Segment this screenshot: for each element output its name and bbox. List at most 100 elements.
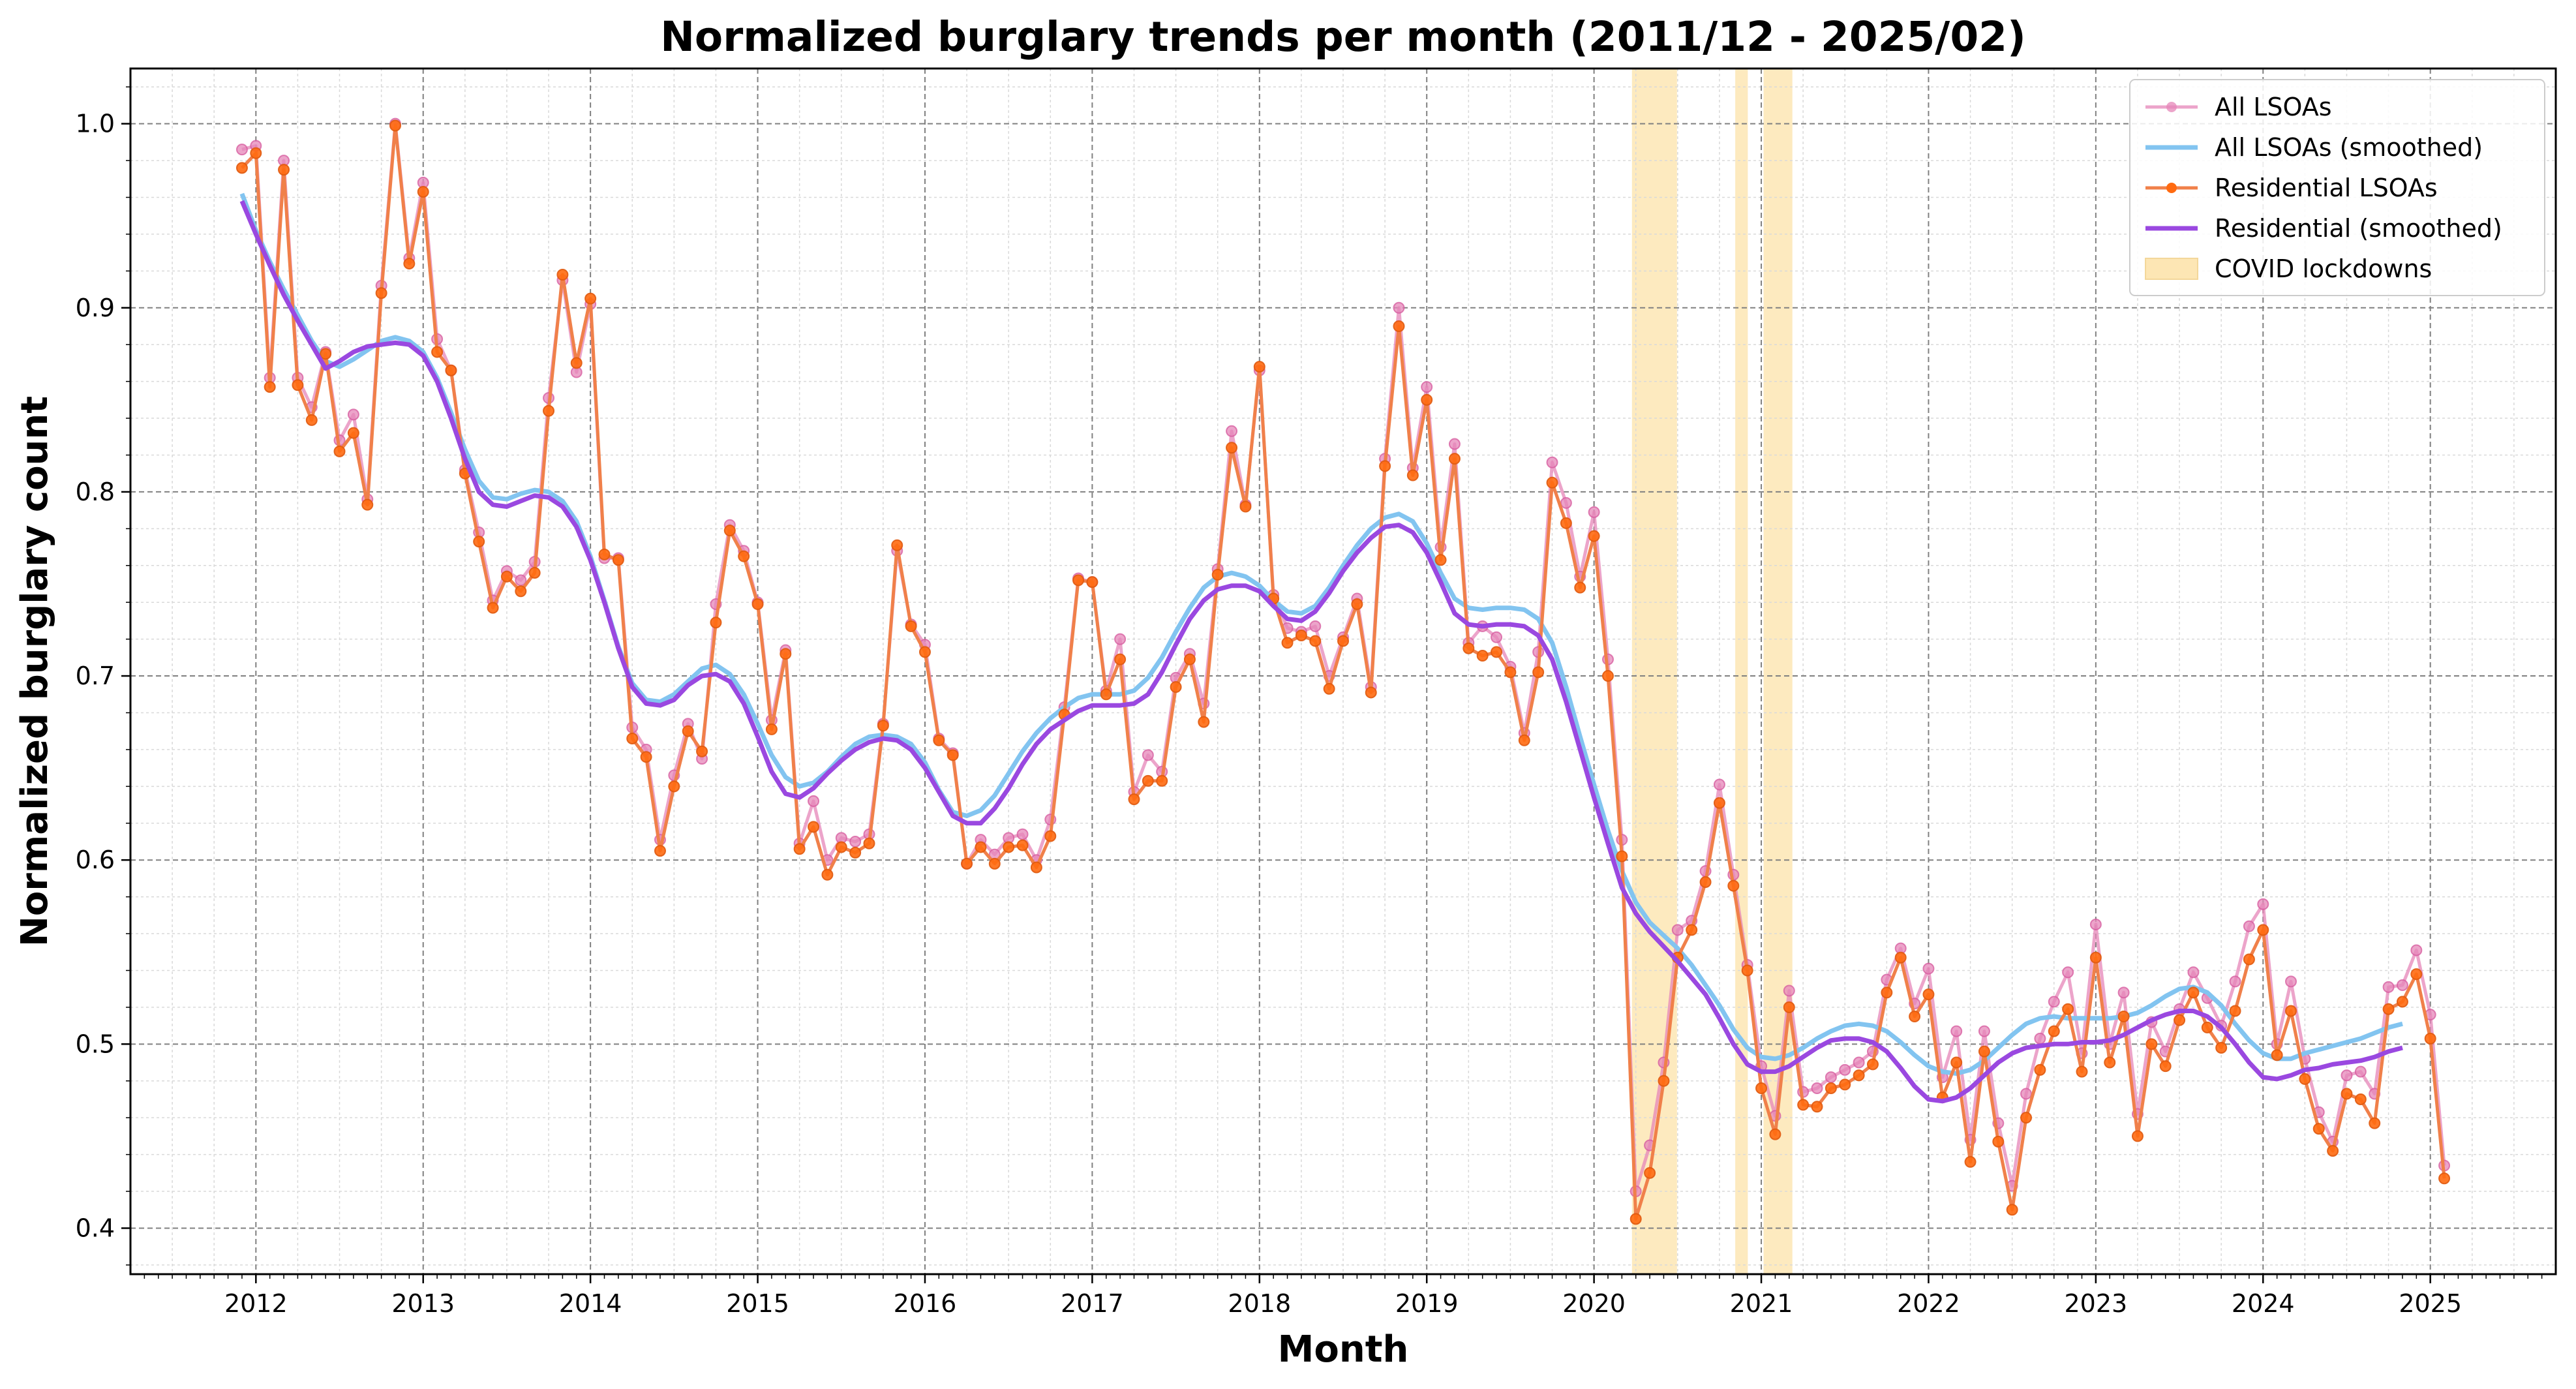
series-residential-lsoas-point bbox=[2382, 1003, 2395, 1015]
x-tick-label: 2015 bbox=[726, 1289, 789, 1318]
series-residential-lsoas-point bbox=[835, 841, 847, 853]
series-residential-lsoas-point bbox=[1170, 680, 1182, 693]
series-all-lsoas-point bbox=[1671, 924, 1684, 936]
series-residential-lsoas-point bbox=[1992, 1135, 2005, 1148]
series-residential-lsoas-point bbox=[264, 381, 276, 393]
series-residential-lsoas-point bbox=[1853, 1069, 1865, 1082]
series-residential-lsoas-point bbox=[1588, 530, 1600, 542]
series-residential-lsoas-point bbox=[584, 292, 597, 305]
series-residential-lsoas-point bbox=[2354, 1093, 2367, 1105]
series-all-lsoas-point bbox=[1546, 456, 1558, 468]
series-residential-lsoas-point bbox=[780, 648, 792, 660]
series-residential-lsoas-point bbox=[1713, 797, 1725, 809]
series-residential-lsoas-point bbox=[626, 732, 639, 744]
series-residential-lsoas-point bbox=[1755, 1082, 1768, 1095]
series-residential-lsoas-point bbox=[2187, 986, 2200, 999]
series-all-lsoas-point bbox=[1825, 1071, 1837, 1084]
series-all-lsoas-point bbox=[1811, 1082, 1823, 1095]
series-all-lsoas-point bbox=[2410, 944, 2423, 956]
series-all-lsoas-point bbox=[235, 144, 248, 156]
series-residential-lsoas-point bbox=[1128, 793, 1140, 806]
series-residential-lsoas-point bbox=[2369, 1117, 2381, 1129]
series-residential-lsoas-point bbox=[1281, 637, 1294, 649]
series-residential-lsoas-point bbox=[2396, 996, 2408, 1008]
series-residential-lsoas-point bbox=[543, 404, 555, 417]
series-residential-lsoas-point bbox=[1950, 1056, 1963, 1069]
series-residential-lsoas-point bbox=[654, 845, 666, 857]
series-all-lsoas-point bbox=[2020, 1088, 2033, 1100]
series-residential-lsoas-point bbox=[2089, 951, 2102, 964]
series-residential-lsoas-point bbox=[528, 567, 541, 579]
series-residential-lsoas-point bbox=[793, 843, 806, 855]
series-residential-lsoas-point bbox=[612, 554, 624, 566]
series-residential-lsoas-point bbox=[863, 837, 875, 849]
series-all-lsoas-point bbox=[2117, 986, 2130, 999]
legend-swatch-covid bbox=[2145, 258, 2198, 280]
series-residential-lsoas-point bbox=[431, 346, 444, 358]
series-residential-lsoas-point bbox=[1894, 951, 1907, 964]
series-residential-lsoas-point bbox=[2410, 968, 2423, 981]
series-residential-lsoas-point bbox=[1769, 1128, 1781, 1140]
y-tick-label: 0.7 bbox=[76, 662, 115, 690]
series-residential-lsoas-point bbox=[1406, 469, 1419, 481]
series-residential-lsoas-point bbox=[235, 162, 248, 174]
x-tick-label: 2023 bbox=[2065, 1289, 2128, 1318]
series-all-lsoas-point bbox=[2382, 981, 2395, 993]
series-residential-lsoas-point bbox=[320, 348, 332, 360]
series-residential-lsoas-point bbox=[2201, 1021, 2213, 1033]
series-residential-lsoas-point bbox=[1644, 1167, 1656, 1179]
x-tick-label: 2019 bbox=[1395, 1289, 1459, 1318]
chart-title: Normalized burglary trends per month (20… bbox=[660, 13, 2026, 61]
series-residential-lsoas-point bbox=[2312, 1123, 2325, 1135]
x-tick-label: 2024 bbox=[2232, 1289, 2295, 1318]
series-residential-lsoas-point bbox=[2285, 1005, 2297, 1017]
series-residential-lsoas-point bbox=[2243, 953, 2255, 966]
legend-swatch-marker bbox=[2166, 102, 2177, 112]
y-tick-label: 0.5 bbox=[76, 1030, 115, 1058]
series-residential-lsoas-point bbox=[1741, 964, 1753, 977]
legend-swatch-marker bbox=[2166, 183, 2177, 193]
series-residential-lsoas-point bbox=[556, 268, 569, 281]
series-residential-lsoas-point bbox=[278, 164, 290, 176]
series-residential-lsoas-point bbox=[1783, 1001, 1795, 1013]
series-residential-lsoas-point bbox=[2299, 1073, 2311, 1085]
series-all-lsoas-point bbox=[347, 408, 359, 421]
series-residential-lsoas-point bbox=[1421, 393, 1433, 406]
series-all-lsoas-point bbox=[1393, 301, 1405, 314]
series-residential-lsoas-point bbox=[1114, 653, 1127, 665]
y-tick-label: 0.6 bbox=[76, 846, 115, 874]
series-residential-lsoas-point bbox=[751, 598, 764, 611]
x-axis-label: Month bbox=[1278, 1328, 1409, 1371]
series-residential-lsoas-point bbox=[1239, 500, 1252, 513]
series-all-lsoas-point bbox=[2048, 996, 2060, 1008]
series-residential-lsoas-point bbox=[988, 857, 1001, 870]
series-residential-lsoas-point bbox=[1532, 666, 1545, 679]
legend-entry-label: Residential (smoothed) bbox=[2215, 214, 2502, 243]
series-residential-lsoas-point bbox=[375, 287, 387, 299]
series-residential-lsoas-point bbox=[668, 780, 680, 793]
series-residential-lsoas-point bbox=[2159, 1060, 2172, 1073]
series-residential-lsoas-point bbox=[821, 868, 834, 881]
series-residential-lsoas-point bbox=[1518, 734, 1530, 746]
series-residential-lsoas-point bbox=[1476, 650, 1489, 662]
series-residential-lsoas-point bbox=[710, 617, 722, 629]
series-residential-lsoas-point bbox=[1072, 574, 1085, 587]
series-residential-lsoas-point bbox=[1211, 568, 1224, 581]
series-residential-lsoas-point bbox=[2145, 1038, 2158, 1050]
series-residential-lsoas-point bbox=[515, 585, 527, 598]
series-residential-lsoas-point bbox=[1560, 517, 1572, 529]
series-all-lsoas-point bbox=[2034, 1032, 2046, 1045]
series-residential-lsoas-point bbox=[961, 857, 973, 870]
series-residential-lsoas-point bbox=[1881, 986, 1893, 999]
series-all-lsoas-point bbox=[1978, 1025, 1990, 1037]
series-residential-lsoas-point bbox=[1183, 653, 1196, 665]
series-residential-lsoas-point bbox=[1658, 1075, 1670, 1087]
series-residential-lsoas-point bbox=[1365, 686, 1377, 699]
series-residential-lsoas-point bbox=[1727, 879, 1740, 892]
series-all-lsoas-point bbox=[1226, 425, 1238, 437]
series-residential-lsoas-point bbox=[1574, 581, 1586, 594]
series-residential-lsoas-point bbox=[765, 723, 778, 735]
series-residential-lsoas-point bbox=[570, 357, 583, 369]
series-residential-lsoas-point bbox=[933, 734, 945, 746]
